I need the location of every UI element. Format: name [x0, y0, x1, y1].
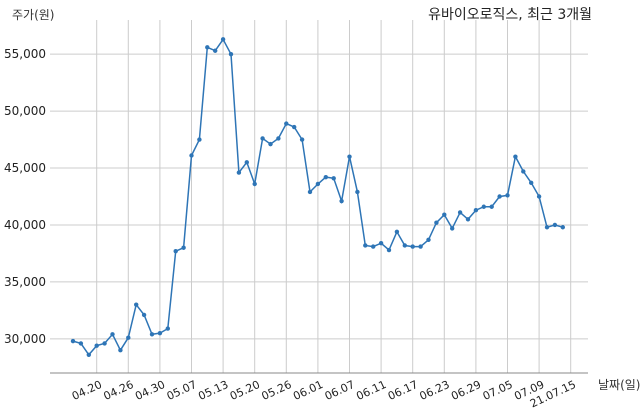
x-tick-label: 06.29 [449, 378, 483, 403]
data-point [94, 343, 99, 348]
x-tick-label: 05.20 [228, 378, 262, 403]
data-point [141, 312, 147, 318]
data-point [394, 229, 400, 234]
data-point [489, 204, 494, 209]
data-point [197, 137, 202, 142]
data-point [355, 189, 360, 195]
data-point [497, 194, 502, 199]
chart-title: 유바이오로직스, 최근 3개월 [428, 7, 592, 23]
y-tick-label: 35,000 [4, 275, 46, 289]
data-point [552, 222, 558, 228]
data-point [189, 153, 194, 158]
data-point [418, 244, 423, 249]
data-point [70, 338, 76, 344]
x-tick-label: 05.13 [196, 378, 230, 403]
data-point [236, 170, 242, 175]
data-point [434, 220, 439, 225]
data-point [268, 141, 273, 147]
x-tick-label: 06.17 [386, 378, 420, 403]
data-point [157, 330, 163, 336]
x-tick-label: 06.23 [418, 378, 452, 403]
price-series-points [70, 37, 565, 357]
data-point [473, 207, 479, 213]
data-point [292, 124, 297, 130]
x-tick-label: 07.05 [481, 378, 515, 403]
data-point [426, 237, 431, 242]
data-point [529, 180, 534, 186]
y-tick-label: 40,000 [4, 218, 46, 232]
data-point [252, 181, 257, 187]
data-point [505, 193, 510, 198]
data-point [228, 51, 234, 57]
data-point [134, 302, 139, 307]
data-point [126, 335, 131, 340]
data-point [513, 154, 518, 159]
data-point [86, 352, 92, 357]
data-point [442, 212, 447, 217]
data-point [371, 244, 376, 249]
x-tick-label: 05.07 [165, 378, 199, 403]
data-point [402, 243, 407, 248]
data-point [299, 137, 305, 142]
y-gridlines [50, 53, 588, 340]
data-point [536, 194, 542, 199]
x-tick-label: 04.30 [133, 378, 167, 403]
x-axis-ticks: 04.2004.2604.3005.0705.1305.2005.2606.01… [70, 378, 578, 410]
data-point [450, 226, 455, 231]
data-point [110, 332, 115, 337]
data-point [102, 341, 107, 346]
data-point [244, 160, 249, 165]
data-point [347, 154, 352, 159]
data-point [118, 348, 123, 353]
data-point [339, 198, 344, 204]
x-tick-label: 04.20 [70, 378, 104, 403]
x-tick-label: 06.11 [354, 378, 388, 403]
y-tick-label: 30,000 [4, 332, 46, 346]
data-point [78, 341, 84, 346]
data-point [544, 225, 550, 230]
x-gridlines [96, 20, 572, 373]
data-point [149, 332, 155, 337]
data-point [465, 217, 471, 222]
y-tick-label: 50,000 [4, 104, 46, 118]
data-point [165, 326, 170, 331]
data-point [173, 248, 178, 254]
data-point [276, 136, 281, 141]
data-point [220, 37, 226, 42]
x-axis-label: 날짜(일) [598, 378, 640, 392]
y-tick-label: 55,000 [4, 47, 46, 61]
x-tick-label: 05.26 [260, 378, 294, 403]
x-tick-label: 06.07 [323, 378, 357, 403]
data-point [331, 176, 336, 181]
x-tick-label: 06.01 [291, 378, 325, 403]
data-point [323, 174, 328, 180]
data-point [260, 136, 265, 141]
y-tick-label: 45,000 [4, 161, 46, 175]
data-point [307, 189, 313, 195]
data-point [410, 244, 415, 249]
data-point [181, 245, 186, 250]
data-point [378, 240, 384, 246]
data-point [363, 243, 368, 248]
data-point [213, 48, 218, 53]
y-axis-label: 주가(원) [12, 8, 55, 22]
data-point [315, 181, 321, 187]
data-point [205, 45, 210, 50]
data-point [386, 247, 392, 253]
data-point [521, 169, 526, 174]
y-axis-ticks: 30,000 35,000 40,000 45,000 50,000 55,000 [4, 47, 46, 346]
data-point [284, 121, 289, 126]
data-point [457, 210, 463, 215]
data-point [560, 225, 565, 230]
data-point [481, 204, 486, 209]
x-tick-label: 04.26 [102, 378, 136, 403]
